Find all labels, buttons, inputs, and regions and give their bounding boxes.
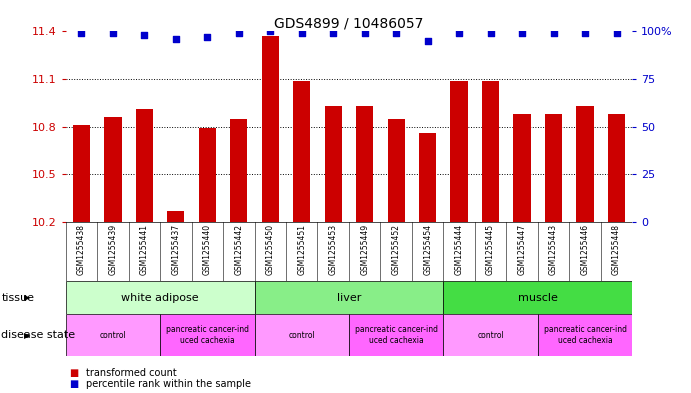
Point <box>453 30 464 37</box>
Bar <box>451 81 468 222</box>
Bar <box>66 281 254 314</box>
Point <box>485 30 496 37</box>
Bar <box>444 281 632 314</box>
Text: GSM1255453: GSM1255453 <box>329 224 338 275</box>
Point <box>422 38 433 44</box>
Bar <box>545 114 562 222</box>
Text: GSM1255447: GSM1255447 <box>518 224 527 275</box>
Text: liver: liver <box>337 293 361 303</box>
Text: control: control <box>288 331 315 340</box>
Bar <box>73 125 90 222</box>
Bar <box>160 314 254 356</box>
Bar <box>254 281 444 314</box>
Title: GDS4899 / 10486057: GDS4899 / 10486057 <box>274 16 424 30</box>
Text: ▶: ▶ <box>24 331 30 340</box>
Bar <box>135 109 153 222</box>
Text: GSM1255442: GSM1255442 <box>234 224 243 275</box>
Text: ■: ■ <box>69 368 78 378</box>
Bar <box>388 119 405 222</box>
Text: transformed count: transformed count <box>86 368 177 378</box>
Text: percentile rank within the sample: percentile rank within the sample <box>86 379 252 389</box>
Point <box>170 36 181 42</box>
Text: GSM1255450: GSM1255450 <box>266 224 275 275</box>
Text: control: control <box>477 331 504 340</box>
Bar <box>356 106 373 222</box>
Point <box>202 34 213 40</box>
Bar <box>254 314 349 356</box>
Bar <box>198 129 216 222</box>
Text: GSM1255454: GSM1255454 <box>423 224 432 275</box>
Bar <box>262 36 279 222</box>
Bar <box>419 133 436 222</box>
Text: pancreatic cancer-ind
uced cachexia: pancreatic cancer-ind uced cachexia <box>544 325 627 345</box>
Text: GSM1255441: GSM1255441 <box>140 224 149 275</box>
Bar <box>576 106 594 222</box>
Point <box>580 30 591 37</box>
Bar <box>349 314 444 356</box>
Text: pancreatic cancer-ind
uced cachexia: pancreatic cancer-ind uced cachexia <box>166 325 249 345</box>
Bar <box>325 106 342 222</box>
Bar <box>608 114 625 222</box>
Text: GSM1255449: GSM1255449 <box>360 224 369 275</box>
Point <box>390 30 401 37</box>
Text: GSM1255444: GSM1255444 <box>455 224 464 275</box>
Text: GSM1255448: GSM1255448 <box>612 224 621 275</box>
Text: ■: ■ <box>69 379 78 389</box>
Text: muscle: muscle <box>518 293 558 303</box>
Text: ▶: ▶ <box>24 293 30 302</box>
Bar <box>66 314 160 356</box>
Point <box>234 30 245 37</box>
Bar <box>513 114 531 222</box>
Text: GSM1255443: GSM1255443 <box>549 224 558 275</box>
Bar <box>444 314 538 356</box>
Text: pancreatic cancer-ind
uced cachexia: pancreatic cancer-ind uced cachexia <box>354 325 437 345</box>
Point <box>107 30 118 37</box>
Bar <box>167 211 184 222</box>
Text: GSM1255452: GSM1255452 <box>392 224 401 275</box>
Text: GSM1255439: GSM1255439 <box>108 224 117 275</box>
Point <box>548 30 559 37</box>
Bar <box>538 314 632 356</box>
Point <box>517 30 528 37</box>
Point <box>76 30 87 37</box>
Text: GSM1255438: GSM1255438 <box>77 224 86 275</box>
Bar <box>482 81 500 222</box>
Text: GSM1255451: GSM1255451 <box>297 224 306 275</box>
Text: disease state: disease state <box>1 330 75 340</box>
Text: GSM1255437: GSM1255437 <box>171 224 180 275</box>
Point <box>359 30 370 37</box>
Bar <box>230 119 247 222</box>
Bar <box>293 81 310 222</box>
Text: GSM1255446: GSM1255446 <box>580 224 589 275</box>
Point <box>328 30 339 37</box>
Point <box>139 32 150 39</box>
Text: GSM1255445: GSM1255445 <box>486 224 495 275</box>
Text: white adipose: white adipose <box>121 293 199 303</box>
Point <box>296 30 307 37</box>
Bar <box>104 117 122 222</box>
Point <box>611 30 622 37</box>
Point <box>265 28 276 35</box>
Text: GSM1255440: GSM1255440 <box>202 224 212 275</box>
Text: control: control <box>100 331 126 340</box>
Text: tissue: tissue <box>1 293 35 303</box>
